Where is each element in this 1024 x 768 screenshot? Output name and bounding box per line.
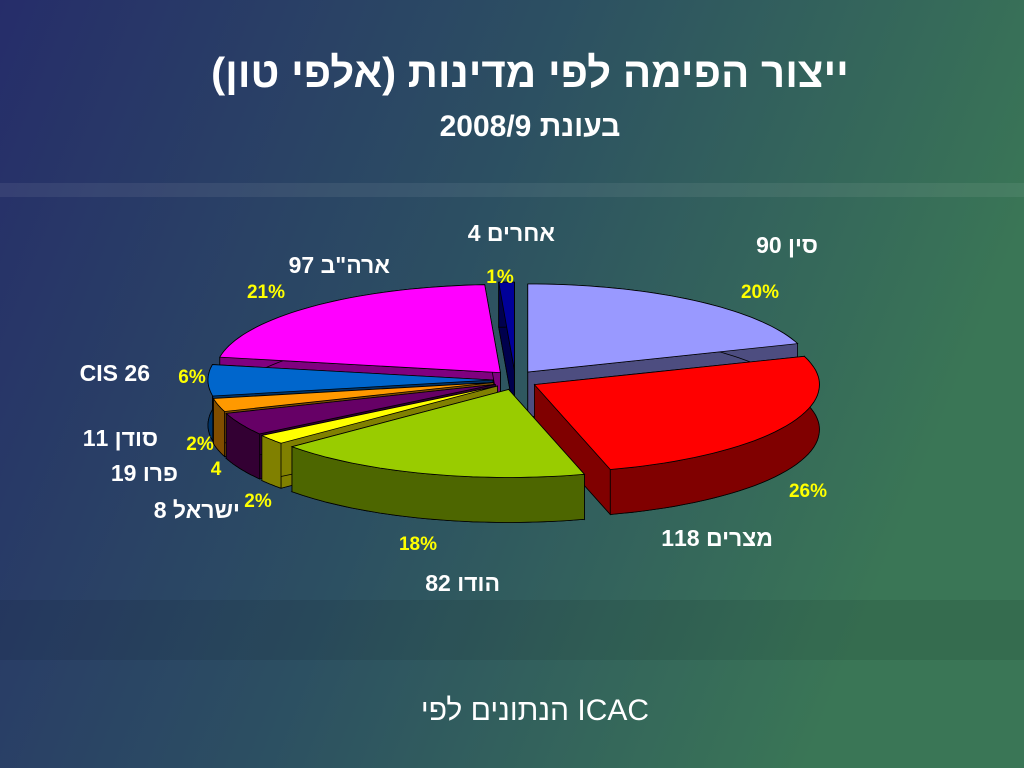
slice-top bbox=[260, 385, 498, 444]
slice-top bbox=[533, 355, 820, 470]
source-note: הנתונים לפי ICAC bbox=[421, 694, 649, 727]
data-label: אחרים 4 bbox=[468, 220, 556, 246]
value-label: 19 bbox=[111, 460, 137, 486]
percent-label: 1% bbox=[486, 267, 514, 288]
chart-title: ייצור הפימה לפי מדינות (אלפי טון) bbox=[211, 49, 849, 96]
percent-label: 20% bbox=[741, 282, 779, 303]
value-label: 118 bbox=[661, 525, 700, 551]
data-label: מצרים 118 bbox=[661, 525, 773, 551]
category-name: ישראל bbox=[173, 497, 240, 523]
percent-label: 2% bbox=[186, 434, 214, 455]
category-name: סין bbox=[788, 232, 818, 258]
percent-label: 6% bbox=[178, 367, 206, 388]
percent-label: 26% bbox=[789, 481, 827, 502]
percent-label: 21% bbox=[247, 282, 285, 303]
pie-slice bbox=[290, 388, 586, 523]
band bbox=[0, 600, 1024, 660]
pie-slice bbox=[533, 355, 820, 516]
percent-label: 18% bbox=[399, 534, 437, 555]
category-name: אחרים bbox=[487, 220, 555, 246]
pie bbox=[207, 281, 820, 523]
category-name: ארה"ב bbox=[321, 252, 391, 278]
data-label: CIS 26 bbox=[80, 360, 150, 386]
category-name: CIS bbox=[80, 360, 118, 386]
value-label: 4 bbox=[468, 220, 481, 246]
slice-top bbox=[527, 283, 799, 373]
category-name: מצרים bbox=[706, 525, 773, 551]
value-label: 8 bbox=[154, 497, 167, 523]
value-label: 97 bbox=[289, 252, 315, 278]
value-label: 11 bbox=[83, 425, 109, 451]
data-label: ישראל 8 bbox=[154, 497, 240, 523]
category-name: הודו bbox=[457, 570, 500, 596]
slice-top bbox=[290, 389, 586, 478]
slice-top bbox=[212, 382, 494, 412]
value-label: 90 bbox=[756, 232, 782, 258]
chart-subtitle: בעונת 2008/9 bbox=[440, 110, 621, 143]
category-name: סודן bbox=[115, 425, 158, 451]
data-label: פרו 19 bbox=[111, 460, 178, 486]
category-name: פרו bbox=[143, 460, 178, 486]
slice-top bbox=[207, 364, 494, 397]
percent-label: 4 bbox=[211, 459, 222, 480]
data-label: הודו 82 bbox=[425, 570, 500, 596]
slice-top bbox=[498, 281, 515, 371]
value-label: 82 bbox=[425, 570, 451, 596]
slice-top bbox=[219, 284, 501, 374]
data-label: ארה"ב 97 bbox=[289, 252, 391, 278]
slice-side bbox=[261, 434, 282, 489]
band bbox=[0, 183, 1024, 197]
value-label: 26 bbox=[124, 360, 150, 386]
data-label: סין 90 bbox=[756, 232, 818, 258]
slice-top bbox=[225, 384, 496, 435]
data-label: סודן 11 bbox=[83, 425, 158, 451]
percent-label: 2% bbox=[244, 491, 272, 512]
